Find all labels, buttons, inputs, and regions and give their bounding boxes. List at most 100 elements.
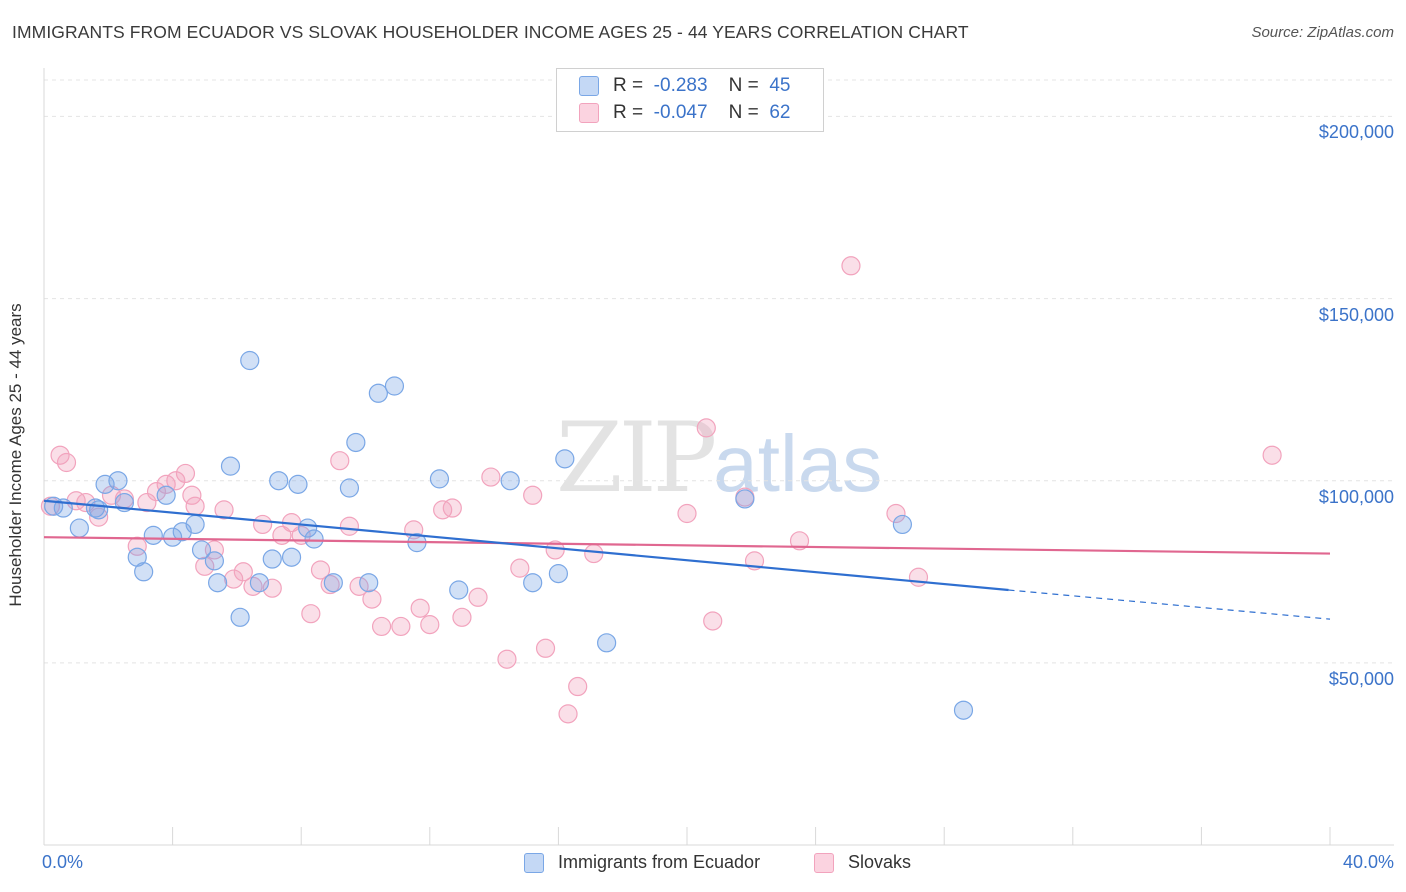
slovaks-point [908, 567, 929, 587]
legend-n-label: N = [728, 102, 759, 123]
slovaks-point [166, 471, 186, 491]
ecuador-trend-line [43, 499, 1009, 592]
ecuador-point [597, 633, 617, 653]
slovaks-point [253, 514, 273, 535]
series-legend-slovaks: Slovaks [814, 852, 911, 873]
ecuador-point [359, 573, 379, 593]
series-label-ecuador: Immigrants from Ecuador [558, 852, 761, 872]
ecuador-point [555, 449, 575, 469]
slovaks-point [214, 500, 234, 520]
slovaks-point [568, 676, 588, 697]
legend-row-ecuador: R = -0.283 N = 45 [579, 73, 790, 99]
ecuador-point [69, 518, 89, 538]
slovaks-trend-line [43, 536, 1331, 555]
ecuador-point [323, 573, 343, 593]
ecuador-point [230, 607, 250, 627]
slovaks-point [481, 467, 501, 487]
ecuador-point [281, 547, 302, 567]
slovaks-point [442, 498, 462, 518]
slovaks-point [195, 556, 215, 576]
series-swatch-ecuador [524, 852, 544, 873]
slovaks-point [510, 558, 530, 578]
legend-r-value: -0.047 [653, 102, 708, 123]
slovaks-point [310, 560, 331, 580]
legend-row-slovaks: R = -0.047 N = 62 [579, 100, 790, 126]
slovaks-point [677, 503, 697, 524]
slovaks-point [233, 562, 253, 582]
ecuador-point [304, 529, 324, 549]
ecuador-point [249, 573, 270, 593]
slovaks-point [703, 611, 723, 631]
ecuador-points [44, 350, 974, 720]
slovaks-point [558, 704, 578, 724]
chart-title: IMMIGRANTS FROM ECUADOR VS SLOVAK HOUSEH… [12, 22, 969, 42]
ecuador-point [339, 478, 360, 498]
ecuador-point [892, 514, 913, 535]
legend-n-value: 62 [769, 102, 791, 123]
legend-r-label: R = [613, 102, 644, 123]
ecuador-point [384, 376, 405, 396]
slovaks-point [391, 616, 411, 637]
series-label-slovaks: Slovaks [848, 852, 912, 872]
ecuador-point [269, 471, 289, 491]
slovaks-point [841, 256, 861, 276]
slovaks-point [420, 615, 440, 635]
x-tick-min: 0.0% [42, 852, 84, 872]
slovaks-point [137, 492, 157, 513]
ecuador-point [262, 549, 282, 569]
ecuador-point [288, 474, 308, 494]
slovaks-point [349, 576, 369, 596]
slovaks-point [1262, 445, 1282, 465]
slovaks-points [40, 256, 1282, 724]
ecuador-point [429, 469, 450, 489]
legend-swatch-slovaks [579, 103, 599, 123]
slovaks-point [886, 503, 906, 524]
ecuador-point [89, 500, 109, 520]
slovaks-point [156, 474, 176, 494]
slovaks-point [410, 598, 430, 618]
ecuador-point [134, 562, 154, 582]
slovaks-point [535, 638, 556, 658]
series-swatch-slovaks [814, 852, 834, 873]
source-note: Source: ZipAtlas.com [1251, 24, 1394, 41]
slovaks-point [146, 482, 167, 502]
slovaks-point [320, 574, 340, 595]
ecuador-point [368, 383, 388, 403]
y-tick-label: $150,000 [1318, 304, 1394, 325]
ecuador-point [220, 456, 241, 476]
axes [43, 68, 1394, 846]
slovaks-point [362, 589, 382, 609]
ecuador-point [204, 551, 224, 571]
ecuador-point [185, 514, 205, 535]
ecuador-point [449, 580, 469, 600]
watermark-atlas: atlas [713, 419, 883, 508]
ecuador-point [143, 525, 163, 545]
slovaks-point [175, 463, 196, 484]
ecuador-point [163, 527, 183, 547]
ecuador-point [191, 540, 212, 560]
slovaks-point [523, 485, 543, 505]
slovaks-point [584, 543, 604, 564]
ecuador-point [85, 498, 106, 518]
slovaks-point [224, 569, 244, 589]
ecuador-trend-extension [1008, 589, 1331, 620]
slovaks-point [789, 531, 810, 551]
ecuador-point [95, 474, 115, 494]
x-tick-max: 40.0% [1342, 852, 1394, 872]
legend-swatch-ecuador [579, 76, 599, 96]
ecuador-point [208, 573, 228, 593]
trend-lines [43, 499, 1331, 620]
series-legend: Immigrants from Ecuador Slovaks [0, 852, 1406, 878]
ecuador-point [523, 573, 543, 593]
slovaks-point [452, 607, 472, 627]
legend-n-value: 45 [769, 75, 791, 96]
ecuador-point [953, 700, 974, 720]
legend-r-label: R = [613, 75, 644, 96]
slovaks-point [696, 418, 716, 438]
ecuador-point [735, 489, 755, 509]
watermark: ZIPatlas [556, 402, 882, 514]
slovaks-point [497, 649, 517, 669]
slovaks-point [330, 451, 350, 471]
slovaks-point [371, 616, 392, 637]
